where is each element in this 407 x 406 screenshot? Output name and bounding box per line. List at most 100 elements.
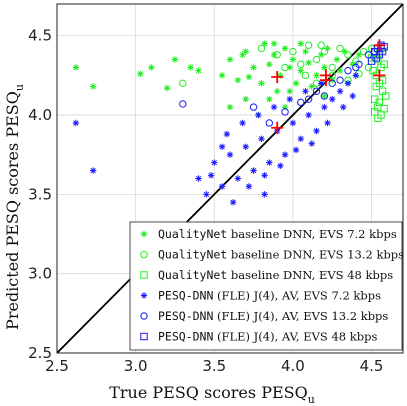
data-point xyxy=(270,103,278,111)
data-point xyxy=(367,57,376,65)
data-point xyxy=(281,63,289,72)
mean-marker xyxy=(271,121,284,134)
data-point xyxy=(312,87,321,95)
data-point xyxy=(72,64,80,71)
mean-marker xyxy=(271,70,284,83)
data-point xyxy=(261,191,268,198)
data-point xyxy=(218,143,226,150)
data-point xyxy=(318,51,325,58)
data-point xyxy=(352,72,360,79)
data-point xyxy=(255,111,262,119)
data-point xyxy=(317,41,325,49)
data-point xyxy=(329,95,336,103)
mean-marker xyxy=(373,39,386,52)
data-point xyxy=(305,111,312,119)
data-point xyxy=(297,67,304,74)
legend-entry: QualityNet baseline DNN, EVS 7.2 kbps xyxy=(158,227,397,241)
data-point xyxy=(289,119,297,127)
data-point xyxy=(359,47,368,56)
data-point xyxy=(163,84,171,92)
series-3 xyxy=(72,72,360,206)
data-point xyxy=(148,64,155,71)
data-point xyxy=(324,45,331,52)
legend-marker xyxy=(140,332,148,341)
data-point xyxy=(281,103,289,111)
data-point xyxy=(239,119,246,127)
data-point xyxy=(72,119,80,127)
data-point xyxy=(305,59,312,66)
data-point xyxy=(242,48,249,55)
data-point xyxy=(266,159,273,166)
data-point xyxy=(223,130,231,138)
legend-entry: PESQ-DNN (FLE) J(4), AV, EVS 13.2 kbps xyxy=(158,309,388,323)
legend-marker xyxy=(140,312,148,320)
data-point xyxy=(277,162,284,170)
data-point xyxy=(245,73,253,81)
data-point xyxy=(261,172,268,179)
identity-line xyxy=(56,3,404,354)
data-point xyxy=(320,92,329,100)
data-point xyxy=(187,64,194,71)
data-point xyxy=(375,98,384,107)
data-point xyxy=(336,67,344,74)
data-point xyxy=(380,43,388,51)
data-point xyxy=(286,95,293,103)
data-point xyxy=(336,76,344,84)
data-point xyxy=(179,79,187,88)
data-point xyxy=(261,40,268,47)
data-point xyxy=(286,64,293,71)
data-point xyxy=(349,92,356,100)
data-point xyxy=(321,103,328,111)
data-point xyxy=(207,172,215,179)
diagonal-line xyxy=(56,3,404,354)
data-point xyxy=(328,63,336,72)
data-point xyxy=(250,167,257,174)
data-point xyxy=(324,119,331,127)
x-tick-label: 4.0 xyxy=(281,357,305,375)
data-point xyxy=(292,80,300,87)
data-point xyxy=(318,80,325,87)
legend-box xyxy=(129,221,403,351)
mean-markers xyxy=(271,39,386,134)
data-point xyxy=(297,60,305,68)
x-tick-label: 3.5 xyxy=(202,357,226,375)
data-point xyxy=(270,40,278,47)
legend-entry: PESQ-DNN (FLE) J(4), AV, EVS 7.2 kbps xyxy=(158,289,381,303)
data-point xyxy=(289,47,297,56)
data-point xyxy=(258,80,265,87)
data-point xyxy=(286,88,293,95)
legend-entry: PESQ-DNN (FLE) J(4), AV, EVS 48 kbps xyxy=(158,330,377,344)
tick-labels: 2.5 3.0 3.5 4.0 4.5 2.5 3.0 3.5 4.0 4.5 xyxy=(28,27,383,375)
legend-marker xyxy=(140,250,148,259)
data-point xyxy=(266,95,273,103)
data-point xyxy=(203,191,210,198)
series-0 xyxy=(72,40,363,119)
legend-entry: QualityNet baseline DNN, EVS 13.2 kbps xyxy=(158,248,404,262)
data-point xyxy=(239,51,246,58)
data-point xyxy=(340,103,347,111)
data-point xyxy=(171,56,179,63)
y-tick-label: 4.5 xyxy=(28,27,52,45)
data-point xyxy=(308,140,315,147)
data-point xyxy=(281,45,289,52)
mean-marker xyxy=(373,69,386,82)
data-point xyxy=(218,72,226,79)
plot-frame xyxy=(56,3,404,354)
data-point xyxy=(218,183,226,190)
data-point xyxy=(308,83,315,90)
data-point xyxy=(226,56,234,63)
data-point xyxy=(297,98,305,107)
y-axis-label: Predicted PESQ scores PESQu xyxy=(3,84,26,330)
data-point xyxy=(89,83,97,90)
data-point xyxy=(179,100,187,108)
y-tick-label: 4.0 xyxy=(28,106,52,124)
data-point xyxy=(242,95,249,103)
x-tick-label: 3.0 xyxy=(124,357,148,375)
data-point xyxy=(257,44,266,53)
data-point xyxy=(302,48,309,55)
data-point xyxy=(313,72,320,79)
data-point xyxy=(382,92,390,100)
data-point xyxy=(380,60,388,68)
data-point xyxy=(273,88,281,95)
